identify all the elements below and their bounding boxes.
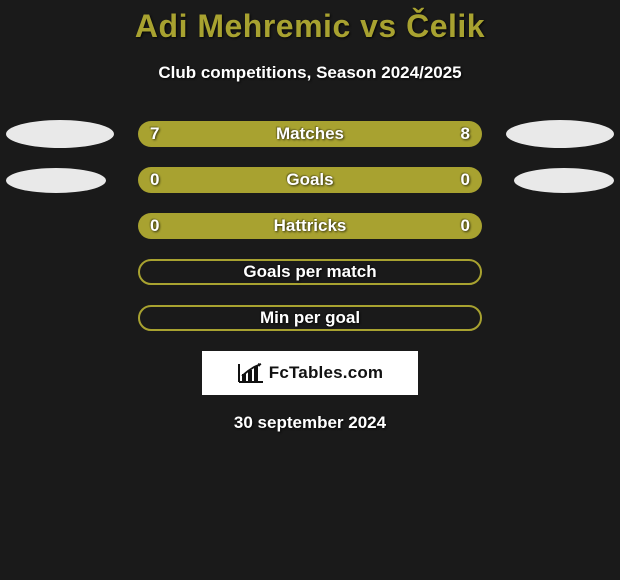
right-marker-ellipse	[506, 120, 614, 148]
stat-bar: 7Matches8	[138, 121, 482, 147]
snapshot-date: 30 september 2024	[0, 413, 620, 433]
stat-rows: 7Matches80Goals00Hattricks0Goals per mat…	[0, 121, 620, 331]
stat-label: Goals	[138, 167, 482, 193]
left-marker-ellipse	[6, 168, 106, 193]
stat-label: Goals per match	[138, 259, 482, 285]
comparison-subtitle: Club competitions, Season 2024/2025	[0, 63, 620, 83]
stat-right-value: 8	[461, 121, 470, 147]
bar-chart-icon	[237, 362, 265, 384]
right-marker-ellipse	[514, 168, 614, 193]
attribution-text: FcTables.com	[269, 363, 384, 383]
left-marker-ellipse	[6, 120, 114, 148]
stat-label: Matches	[138, 121, 482, 147]
comparison-card: Adi Mehremic vs Čelik Club competitions,…	[0, 0, 620, 580]
stat-bar: Goals per match	[138, 259, 482, 285]
stat-row: 0Hattricks0	[0, 213, 620, 239]
stat-row: 7Matches8	[0, 121, 620, 147]
stat-row: Min per goal	[0, 305, 620, 331]
stat-label: Min per goal	[138, 305, 482, 331]
stat-row: 0Goals0	[0, 167, 620, 193]
stat-label: Hattricks	[138, 213, 482, 239]
stat-right-value: 0	[461, 167, 470, 193]
stat-row: Goals per match	[0, 259, 620, 285]
stat-bar: 0Hattricks0	[138, 213, 482, 239]
stat-bar: 0Goals0	[138, 167, 482, 193]
comparison-title: Adi Mehremic vs Čelik	[0, 8, 620, 45]
stat-right-value: 0	[461, 213, 470, 239]
attribution-logo: FcTables.com	[202, 351, 418, 395]
stat-bar: Min per goal	[138, 305, 482, 331]
